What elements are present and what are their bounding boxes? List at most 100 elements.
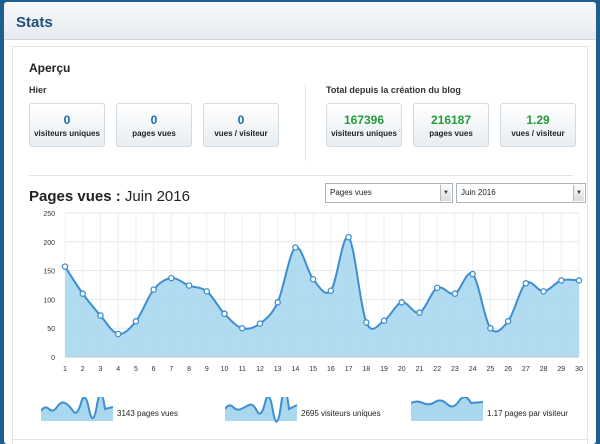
x-tick-label: 29 <box>557 366 565 373</box>
chevron-down-icon[interactable]: ▼ <box>573 185 584 201</box>
data-point <box>256 320 264 327</box>
total-label: Total depuis la création du blog <box>326 85 461 95</box>
page-title: Stats <box>16 14 53 31</box>
x-tick-label: 25 <box>486 366 494 373</box>
data-point <box>451 290 459 297</box>
data-point <box>345 233 352 241</box>
x-tick-label: 11 <box>239 366 246 373</box>
data-point <box>575 277 583 284</box>
month-select-value: Juin 2016 <box>461 188 496 197</box>
x-tick-label: 2 <box>81 366 85 373</box>
x-tick-label: 4 <box>116 366 120 373</box>
x-tick-label: 20 <box>398 366 406 373</box>
stat-value: 216187 <box>430 113 472 127</box>
summary-unique-visitors: 2695 visiteurs uniques <box>301 409 381 418</box>
x-tick-label: 21 <box>416 366 424 373</box>
y-tick-label: 0 <box>51 355 55 362</box>
x-tick-label: 22 <box>433 366 441 373</box>
metric-select[interactable]: Pages vues ▼ <box>325 183 453 203</box>
section-divider <box>305 85 306 161</box>
data-point <box>380 317 388 324</box>
chart-period: Juin 2016 <box>124 188 190 205</box>
x-tick-label: 27 <box>522 366 530 373</box>
data-point <box>309 275 317 283</box>
data-point <box>221 310 228 318</box>
x-tick-label: 26 <box>504 366 512 373</box>
x-tick-label: 1 <box>63 366 67 373</box>
stat-value: 0 <box>63 113 71 127</box>
x-tick-label: 28 <box>540 366 548 373</box>
total-page-views: 216187 pages vues <box>413 103 489 147</box>
x-tick-label: 18 <box>362 366 370 373</box>
chevron-down-icon[interactable]: ▼ <box>440 185 451 201</box>
stat-value: 167396 <box>343 113 385 127</box>
x-tick-label: 23 <box>451 366 459 373</box>
data-point <box>168 274 175 282</box>
stat-label: vues / visiteur <box>214 129 268 138</box>
y-tick-label: 50 <box>47 326 55 333</box>
data-point <box>292 244 299 251</box>
data-point <box>433 284 441 292</box>
stat-value: 1.29 <box>526 113 550 127</box>
x-tick-label: 30 <box>575 366 583 373</box>
x-tick-label: 12 <box>256 366 264 373</box>
x-tick-label: 17 <box>345 366 353 373</box>
data-point <box>540 288 547 295</box>
yesterday-label: Hier <box>29 85 47 95</box>
data-point <box>185 282 193 289</box>
legend-unique-visitors: 2695 visiteurs uniques <box>225 397 405 423</box>
stat-label: pages vues <box>429 129 473 138</box>
yesterday-views-per-visitor: 0 vues / visiteur <box>203 103 279 147</box>
data-point <box>522 280 530 287</box>
data-point <box>203 288 211 295</box>
panel-header: Stats <box>4 2 596 40</box>
x-tick-label: 3 <box>98 366 102 373</box>
data-point <box>79 290 86 297</box>
yesterday-page-views: 0 pages vues <box>116 103 192 147</box>
data-point <box>238 324 246 332</box>
x-tick-label: 16 <box>327 366 335 373</box>
sparkline-icon <box>41 397 113 421</box>
data-point <box>61 263 69 270</box>
x-tick-label: 19 <box>380 366 388 373</box>
data-point <box>558 277 565 284</box>
x-tick-label: 6 <box>152 366 156 373</box>
series-area <box>65 236 579 357</box>
stat-value: 0 <box>237 113 245 127</box>
data-point <box>327 287 335 295</box>
month-select[interactable]: Juin 2016 ▼ <box>456 183 586 203</box>
metric-select-value: Pages vues <box>330 188 372 197</box>
data-point <box>274 299 281 306</box>
stats-content: Aperçu Hier 0 visiteurs uniques 0 pages … <box>12 46 589 444</box>
sparkline-icon <box>411 397 483 421</box>
y-tick-label: 150 <box>43 269 55 276</box>
x-tick-label: 5 <box>134 366 138 373</box>
data-point <box>469 270 476 278</box>
legend-page-views: 3143 pages vues <box>41 397 201 423</box>
total-views-per-visitor: 1.29 vues / visiteur <box>500 103 576 147</box>
sparkline-icon <box>225 397 297 423</box>
stats-panel: Stats Aperçu Hier 0 visiteurs uniques 0 … <box>4 2 596 444</box>
x-tick-label: 7 <box>169 366 173 373</box>
data-point <box>97 312 104 319</box>
chart-title-label: Pages vues : <box>29 188 121 205</box>
x-tick-label: 15 <box>309 366 317 373</box>
y-tick-label: 250 <box>43 211 55 218</box>
x-tick-label: 8 <box>187 366 191 373</box>
divider <box>13 439 589 440</box>
data-point <box>487 324 494 332</box>
summary-page-views: 3143 pages vues <box>117 409 178 418</box>
total-unique-visitors: 167396 visiteurs uniques <box>326 103 402 147</box>
overview-title: Aperçu <box>29 61 71 75</box>
data-point <box>416 309 423 316</box>
data-point <box>114 330 122 338</box>
summary-pages-per-visitor: 1.17 pages par visiteur <box>487 409 568 418</box>
x-tick-label: 14 <box>292 366 300 373</box>
stat-label: vues / visiteur <box>511 129 565 138</box>
stat-value: 0 <box>150 113 158 127</box>
data-point <box>150 286 157 293</box>
x-tick-label: 24 <box>469 366 477 373</box>
y-tick-label: 200 <box>43 240 55 247</box>
data-point <box>398 299 406 306</box>
